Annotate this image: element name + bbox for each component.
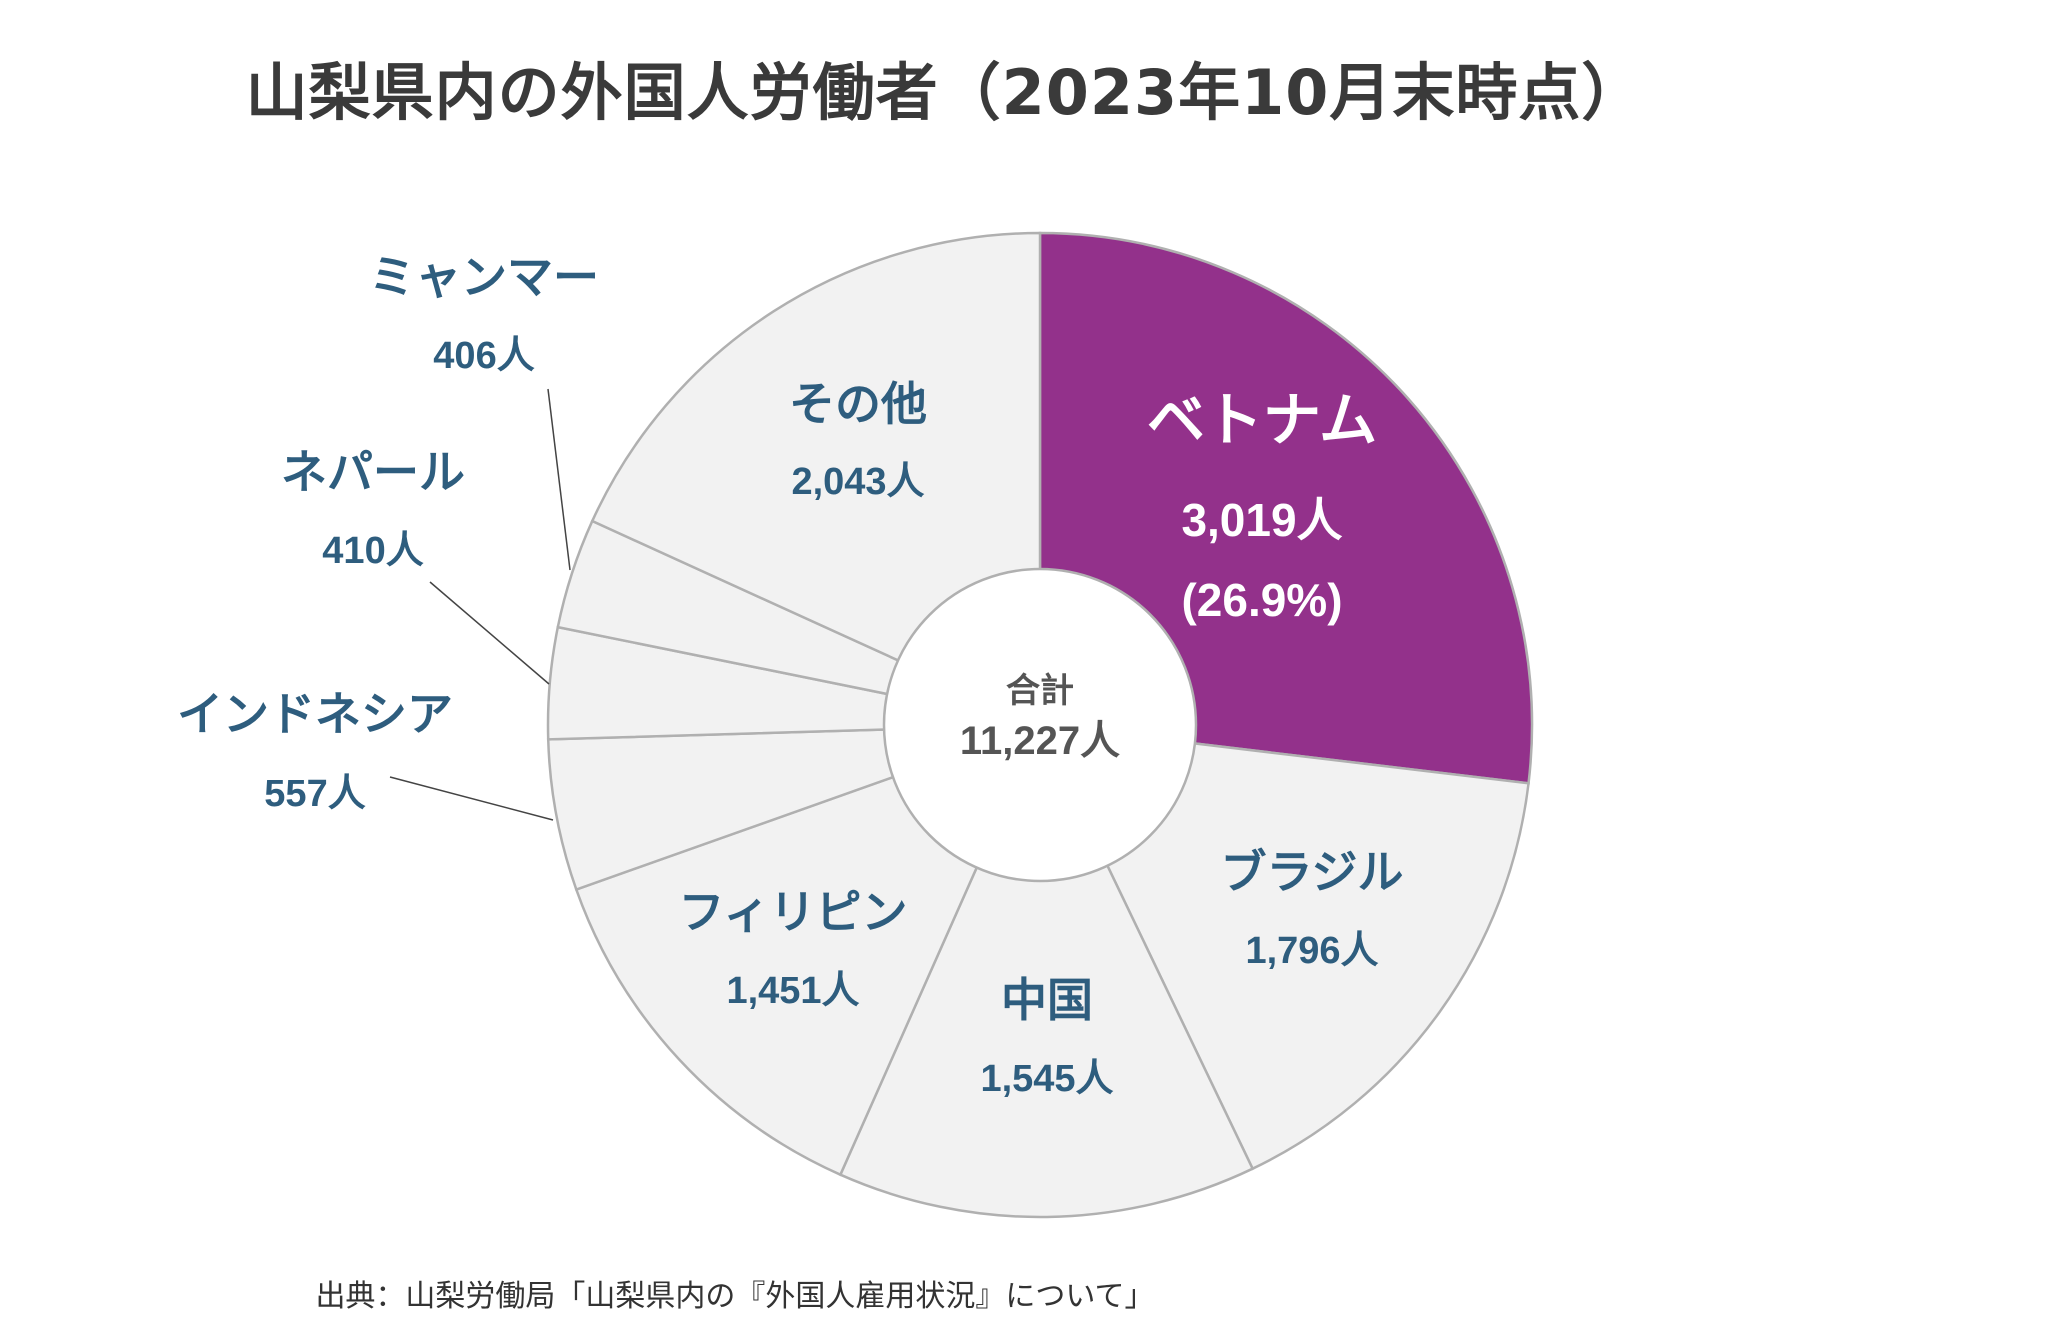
slice-value-label: 410人 [322,530,423,572]
center-hole [882,567,1198,883]
slice-name-label: インドネシア [177,687,453,741]
leader-line [389,776,554,821]
slice-name-label: ベトナム [1147,386,1377,454]
chart-title: 山梨県内の外国人労働者（2023年10月末時点） [245,56,1645,129]
center-label-title: 合計 [1006,671,1074,711]
slices-layer [546,231,1534,1219]
slice-percent-label: (26.9%) [1181,574,1342,626]
slice-name-label: ミャンマー [369,250,599,304]
slice-name-label: ネパール [281,445,465,499]
slice-name-label: 中国 [1001,973,1093,1027]
slice-value-label: 3,019人 [1181,494,1342,546]
pie-slice [590,231,1042,727]
pie-slice [574,722,1043,1177]
slice-value-label: 2,043人 [791,461,924,503]
slice-name-label: フィリピン [678,885,907,939]
slice-value-label: 1,545人 [980,1058,1113,1100]
pie-slice [1037,723,1530,1171]
center-label-total: 11,227人 [960,719,1120,763]
leader-lines [389,388,571,821]
source-note: 出典：山梨労働局「山梨県内の『外国人雇用状況』について」 [315,1279,1155,1314]
slice-value-label: 406人 [433,335,534,377]
slice-value-label: 1,796人 [1245,930,1378,972]
slice-name-label: その他 [789,377,927,431]
slice-value-label: 557人 [264,773,365,815]
leader-line [429,581,550,685]
slice-name-label: ブラジル [1220,845,1403,899]
slice-value-label: 1,451人 [726,970,859,1012]
leader-line [547,388,571,571]
pie-slice [838,722,1255,1219]
